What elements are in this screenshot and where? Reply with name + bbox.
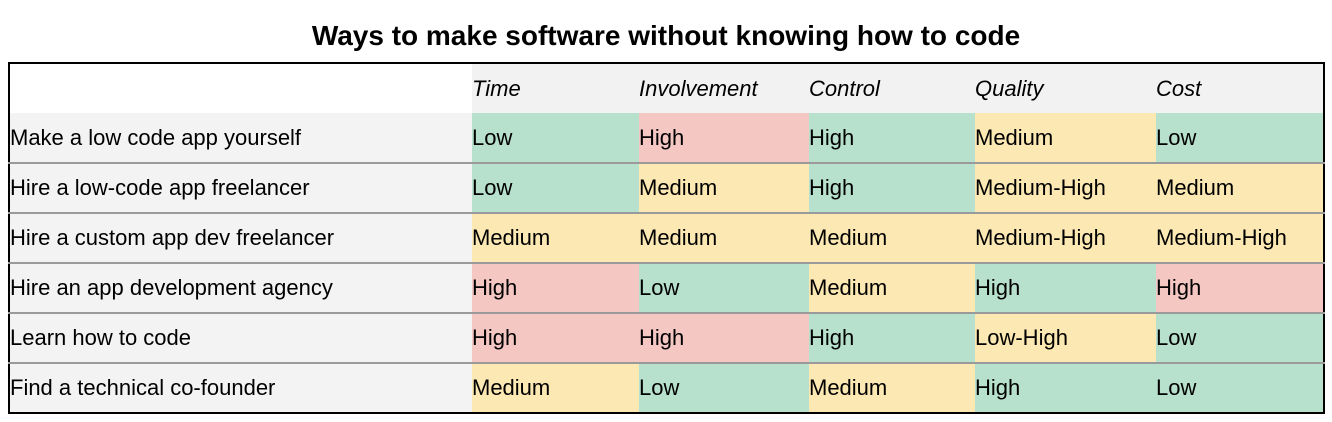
table-body: Make a low code app yourself Low High High M… [9, 113, 1324, 413]
value-cell-quality: Low-High [975, 313, 1156, 363]
table-row: Learn how to code High High High Low-High Low [9, 313, 1324, 363]
column-header-quality: Quality [975, 63, 1156, 113]
value-cell-quality: Medium [975, 113, 1156, 163]
value-cell-time: Medium [472, 213, 639, 263]
header-row: Time Involvement Control Quality Cost [9, 63, 1324, 113]
value-cell-involvement: Medium [639, 163, 809, 213]
value-cell-time: High [472, 313, 639, 363]
table-row: Hire an app development agency High Low Med… [9, 263, 1324, 313]
column-header-time: Time [472, 63, 639, 113]
row-label: Hire an app development agency [9, 263, 472, 313]
value-cell-time: Medium [472, 363, 639, 413]
comparison-table: Time Involvement Control Quality Cost Make a… [8, 62, 1325, 414]
table-title: Ways to make software without knowing ho… [311, 20, 1021, 51]
value-cell-control: Medium [809, 363, 975, 413]
table-row: Find a technical co-founder Medium Low Medi… [9, 363, 1324, 413]
value-cell-involvement: High [639, 313, 809, 363]
value-cell-time: High [472, 263, 639, 313]
table-row: Make a low code app yourself Low High High M… [9, 113, 1324, 163]
value-cell-cost: Medium [1156, 163, 1324, 213]
table-row: Hire a low-code app freelancer Low Medium H… [9, 163, 1324, 213]
value-cell-involvement: Medium [639, 213, 809, 263]
value-cell-quality: Medium-High [975, 213, 1156, 263]
column-header-involvement: Involvement [639, 63, 809, 113]
value-cell-time: Low [472, 113, 639, 163]
value-cell-involvement: Low [639, 263, 809, 313]
value-cell-control: Medium [809, 263, 975, 313]
value-cell-control: High [809, 163, 975, 213]
value-cell-time: Low [472, 163, 639, 213]
value-cell-cost: High [1156, 263, 1324, 313]
value-cell-cost: Low [1156, 363, 1324, 413]
value-cell-cost: Medium-High [1156, 213, 1324, 263]
corner-cell [9, 63, 472, 113]
value-cell-control: Medium [809, 213, 975, 263]
value-cell-cost: Low [1156, 113, 1324, 163]
column-header-cost: Cost [1156, 63, 1324, 113]
value-cell-involvement: Low [639, 363, 809, 413]
value-cell-involvement: High [639, 113, 809, 163]
row-label: Learn how to code [9, 313, 472, 363]
value-cell-control: High [809, 313, 975, 363]
row-label: Hire a custom app dev freelancer [9, 213, 472, 263]
row-label: Make a low code app yourself [9, 113, 472, 163]
value-cell-cost: Low [1156, 313, 1324, 363]
value-cell-quality: High [975, 263, 1156, 313]
value-cell-quality: High [975, 363, 1156, 413]
value-cell-control: High [809, 113, 975, 163]
table-row: Hire a custom app dev freelancer Medium Me… [9, 213, 1324, 263]
row-label: Hire a low-code app freelancer [9, 163, 472, 213]
row-label: Find a technical co-founder [9, 363, 472, 413]
column-header-control: Control [809, 63, 975, 113]
value-cell-quality: Medium-High [975, 163, 1156, 213]
